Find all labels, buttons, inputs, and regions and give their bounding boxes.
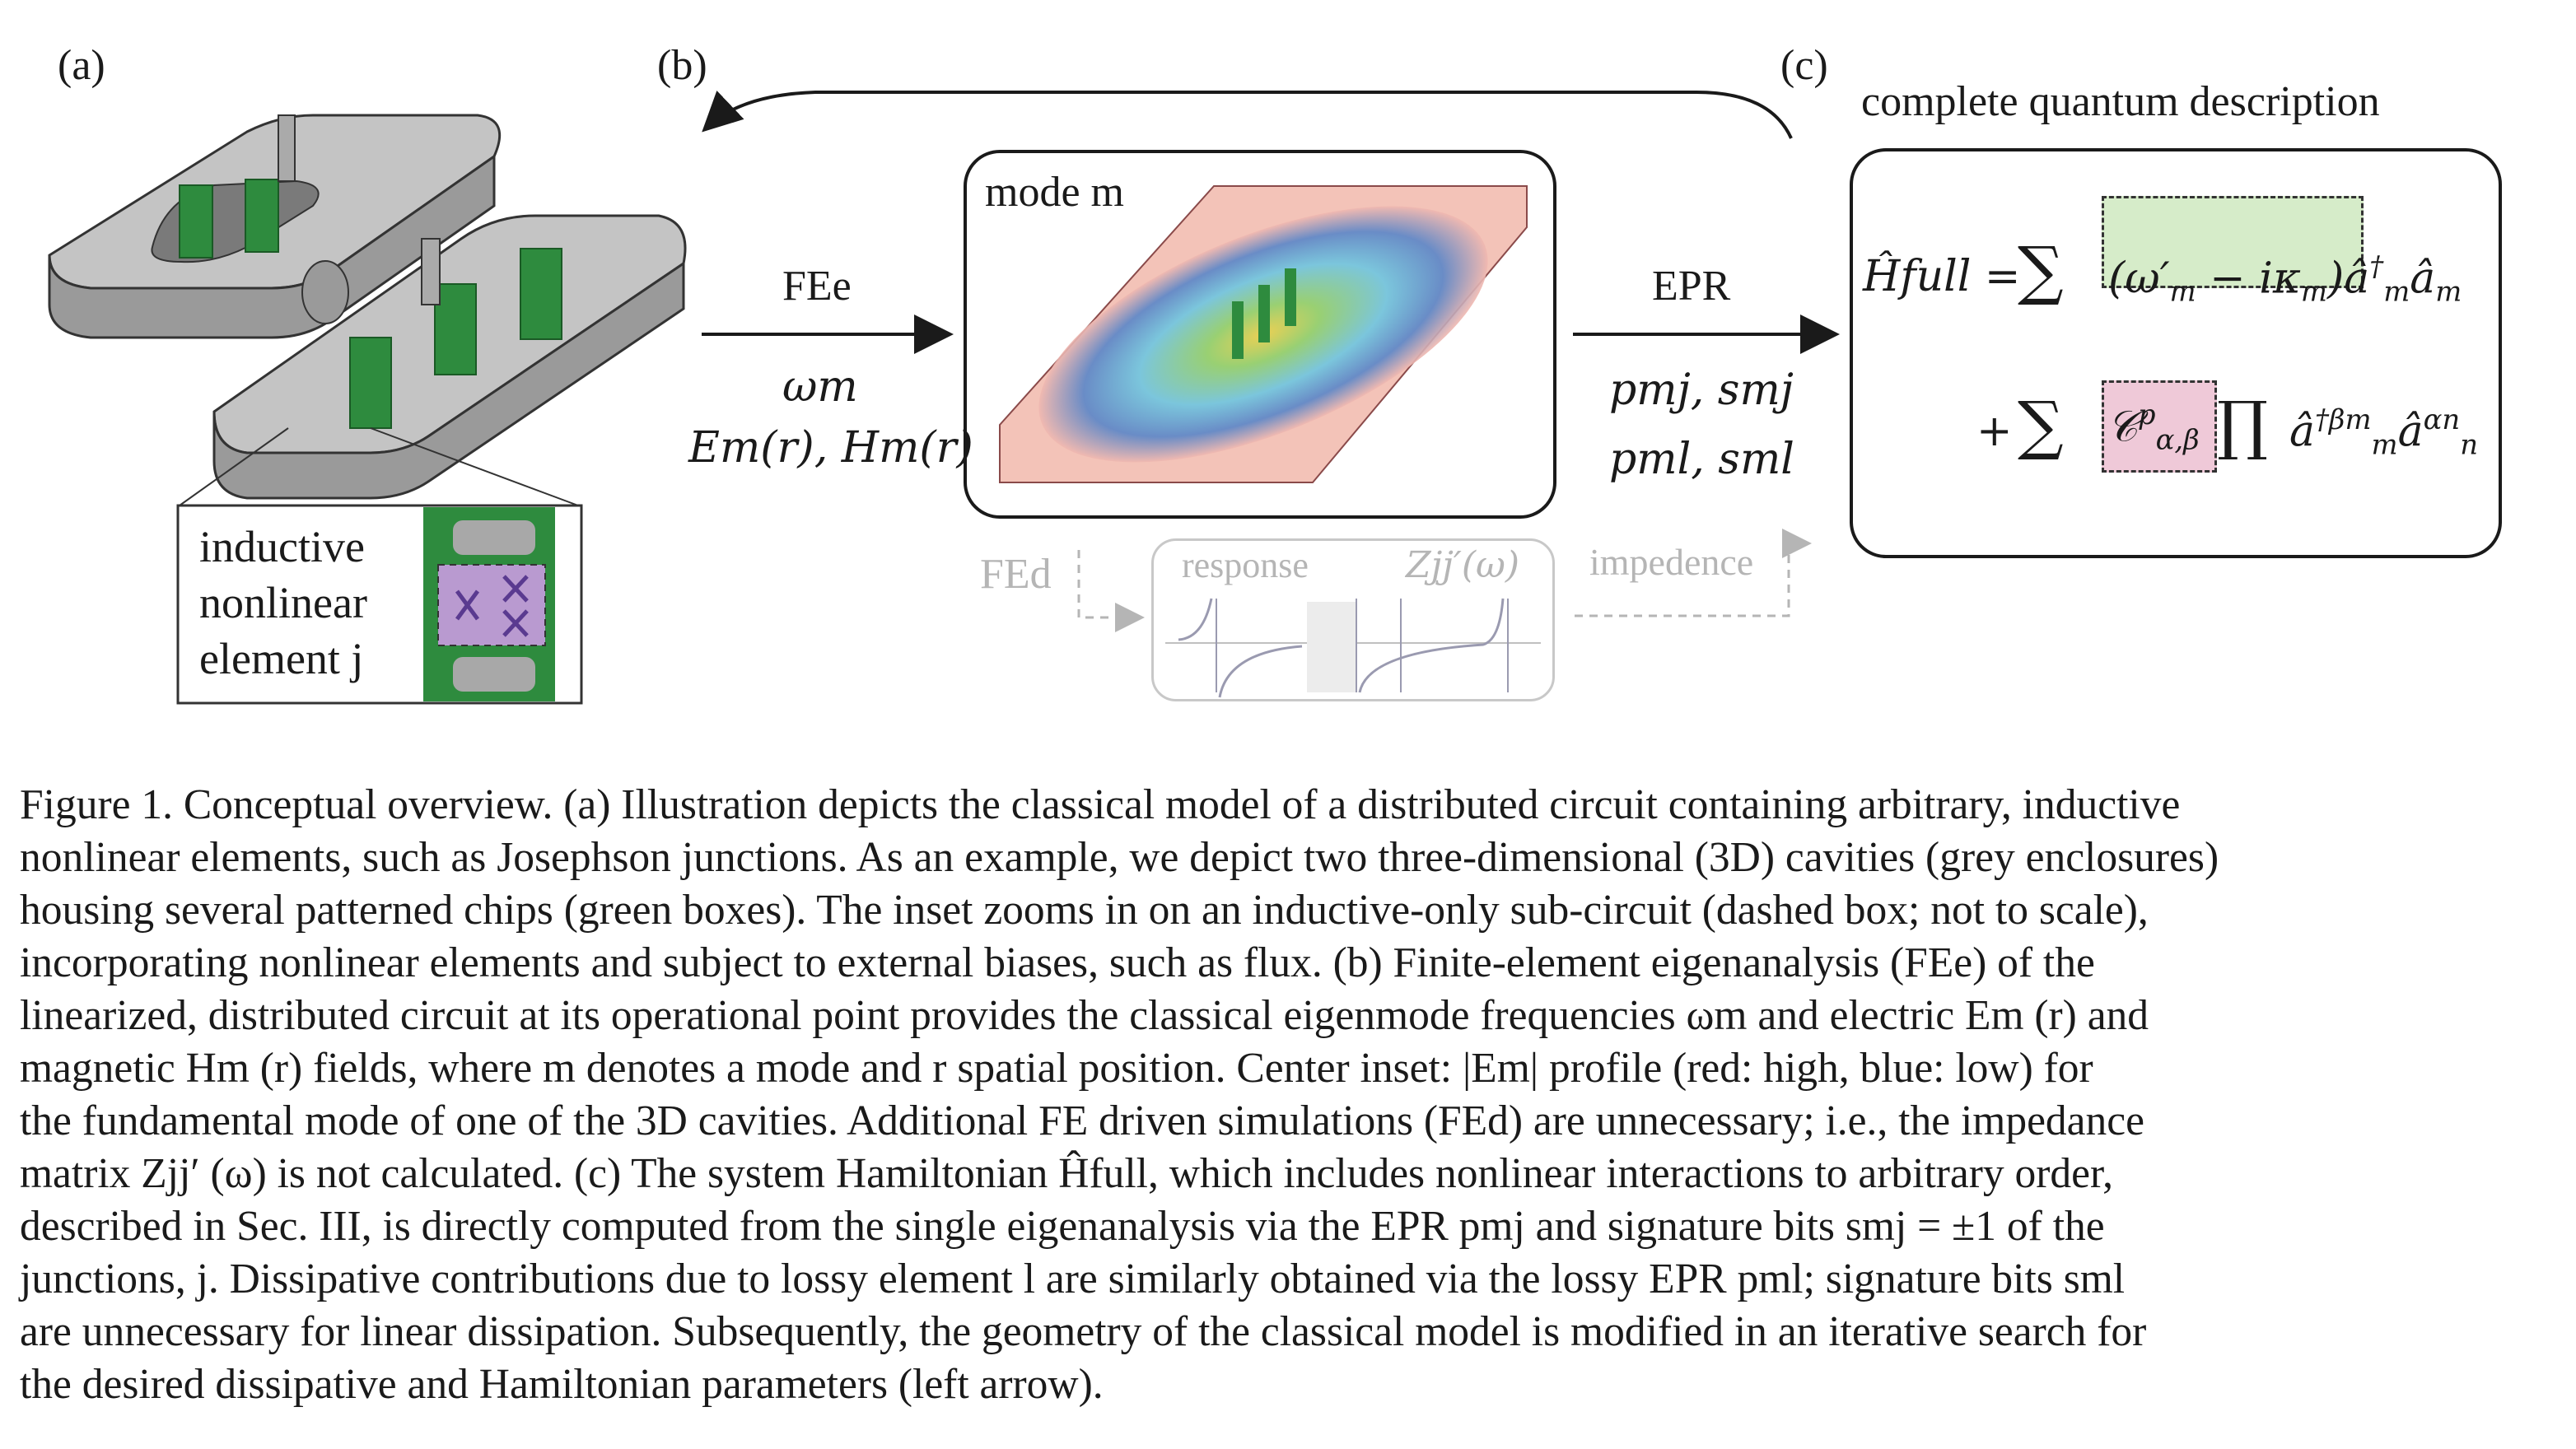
lower-cavity-side: [212, 261, 685, 500]
caption-line: nonlinear elements, such as Josephson ju…: [20, 834, 2219, 881]
upper-cavity-side: [48, 154, 496, 339]
junction-region: [437, 564, 546, 646]
panel-a-label: (a): [58, 42, 105, 89]
junction-inset: [176, 504, 583, 705]
field-chip: [1232, 301, 1244, 359]
caption-line: Figure 1. Conceptual overview. (a) Illus…: [20, 781, 2181, 828]
sum-symbol-2: ∑: [2018, 389, 2064, 463]
response-label: response: [1182, 545, 1309, 585]
field-chip: [1285, 268, 1296, 326]
impedance-curve: [1178, 598, 1505, 698]
chip: [520, 248, 562, 340]
z-label: Zjj′(ω): [1406, 544, 1520, 586]
caption-line: the fundamental mode of one of the 3D ca…: [20, 1097, 2145, 1144]
hamiltonian-box: Ĥfull = ∑ (ω′m − iκm)â†mâm + ∑ 𝒞pα,β ∏ â…: [1850, 148, 2502, 558]
impedence-label: impedence: [1589, 541, 1754, 583]
epr-label: EPR: [1652, 263, 1731, 310]
mode-label: mode m: [985, 169, 1124, 216]
chip: [179, 184, 213, 259]
impedence-arrow: [1575, 529, 1812, 617]
caption-line: linearized, distributed circuit at its o…: [20, 992, 2149, 1039]
frequency-term-box: [2102, 196, 2364, 288]
frequency-term: (ω′m − iκm)â†mâm: [2108, 250, 2462, 308]
mode-field-box: mode m: [964, 150, 1556, 519]
pad: [453, 520, 535, 555]
caption-line: matrix Zjj′ (ω) is not calculated. (c) T…: [20, 1150, 2114, 1197]
caption-line: incorporating nonlinear elements and sub…: [20, 939, 2095, 986]
cavity-tunnel: [301, 260, 349, 324]
fe-d-arrow: [1077, 550, 1145, 632]
panel-c-label: (c): [1780, 42, 1828, 89]
zoom-line: [370, 427, 579, 506]
complete-label: complete quantum description: [1861, 78, 2380, 125]
operator-product: â†βmmâαnn: [2289, 403, 2478, 461]
p-s-ml-label: pml, sml: [1609, 435, 1794, 484]
fe-d-label: FEd: [980, 551, 1052, 598]
inset-label: inductive nonlinear element j: [199, 519, 367, 687]
coupling-coefficient: 𝒞pα,β: [2107, 398, 2200, 456]
caption-line: junctions, j. Dissipative contributions …: [20, 1256, 2126, 1302]
junction-crosses: [455, 575, 529, 637]
port-pin: [278, 114, 296, 182]
mode-field-plot: [999, 185, 1528, 483]
omega-label: ωm: [782, 362, 858, 412]
chip: [245, 179, 279, 253]
figure-graphics: [48, 91, 1840, 705]
inset-line-1: inductive: [199, 522, 365, 571]
caption-line: magnetic Hm (r) fields, where m denotes …: [20, 1045, 2093, 1092]
inset-line-2: nonlinear: [199, 578, 367, 627]
caption-line: described in Sec. III, is directly compu…: [20, 1203, 2105, 1250]
port-pin: [421, 238, 441, 305]
chip: [434, 283, 477, 375]
caption-line: are unnecessary for linear dissipation. …: [20, 1308, 2147, 1355]
pad: [453, 657, 535, 692]
figure-caption: Figure 1. Conceptual overview. (a) Illus…: [20, 779, 2556, 1411]
h-full-label: Ĥfull =: [1863, 252, 2021, 301]
cavity-illustration: [48, 114, 687, 506]
sum-symbol: ∑: [2018, 234, 2064, 308]
product-symbol: ∏: [2217, 389, 2269, 463]
chip: [349, 337, 392, 429]
zoom-line: [179, 427, 289, 506]
p-s-mj-label: pmj, smj: [1609, 366, 1794, 415]
fe-e-label: FEe: [782, 263, 852, 310]
response-plot: [1165, 598, 1541, 698]
fields-label: Em(r), Hm(r): [688, 423, 973, 473]
coupling-term-box: [2102, 380, 2217, 473]
plus-sign: +: [1976, 407, 2013, 456]
response-band: [1307, 602, 1356, 692]
response-box: response Zjj′(ω): [1151, 538, 1555, 701]
figure-1: (a) (b) (c) inductive nonlinear element …: [0, 0, 2576, 724]
caption-line: housing several patterned chips (green b…: [20, 887, 2149, 934]
iteration-arrow: [702, 91, 1793, 139]
panel-b-label: (b): [657, 42, 707, 89]
field-chip: [1258, 285, 1270, 342]
caption-line: the desired dissipative and Hamiltonian …: [20, 1361, 1104, 1408]
inset-line-3: element j: [199, 634, 364, 683]
